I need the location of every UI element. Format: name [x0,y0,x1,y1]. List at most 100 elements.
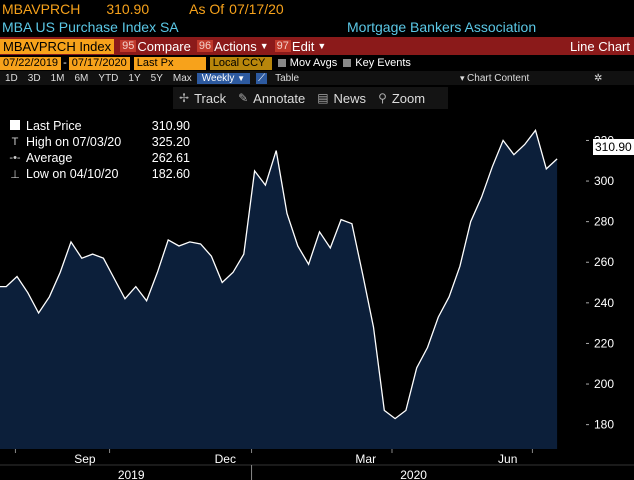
key-events-label: Key Events [355,57,411,69]
table-button[interactable]: Table [275,72,299,84]
period-bar: 1D 3D 1M 6M YTD 1Y 5Y Max Weekly ▼ ⟋ Tab… [0,71,634,85]
y-tick-label: 300 [594,174,614,188]
actions-key: 96 [196,40,214,52]
ticker-bar: MBAVPRCH 310.90 As Of 07/17/20 [0,0,634,18]
x-year-label: 2019 [118,468,145,480]
plot-area [0,128,558,450]
description-bar: MBA US Purchase Index SA Mortgage Banker… [0,18,634,36]
zoom-button[interactable]: ⚲ Zoom [372,91,431,106]
edit-menu[interactable]: 97 Edit ▼ [274,38,327,54]
x-tick-label: Sep [74,452,96,466]
annotate-label: Annotate [253,90,306,106]
period-5y[interactable]: 5Y [150,72,163,84]
gear-icon[interactable]: ✲ [594,72,603,84]
last-value-marker: 310.90 [593,139,634,155]
legend-low-value: 182.60 [151,167,190,181]
legend-high-label: High on 07/03/20 [26,135,122,149]
x-tick-label: Dec [215,452,236,466]
chart-type-label[interactable]: Line Chart [570,38,630,54]
chart-legend: Last Price 310.90 T High on 07/03/20 325… [4,118,190,182]
legend-high[interactable]: T High on 07/03/20 325.20 [4,134,190,150]
chevron-down-icon: ▼ [259,41,269,51]
mov-avgs-label: Mov Avgs [289,57,338,69]
area-fill [0,130,558,450]
frequency-label: Weekly [201,72,235,84]
high-marker-icon: T [11,136,19,148]
price-field-select[interactable]: Last Px [133,56,206,70]
legend-low[interactable]: ⊥ Low on 04/10/20 182.60 [4,166,190,182]
date-separator: - [63,57,67,69]
x-axis: Sep Dec Mar Jun 2019 2020 [0,449,634,480]
legend-last-price-value: 310.90 [151,119,190,133]
x-tick-label: Mar [355,452,376,466]
tool-group: ✢ Track ✎ Annotate ▤ News ⚲ Zoom [173,87,448,109]
chevron-down-icon: ▼ [237,73,246,83]
end-date-input[interactable]: 07/17/2020 [68,56,130,70]
mov-avgs-checkbox[interactable] [277,59,286,67]
caret-down-icon: ▾ [460,72,468,83]
tool-bar: ✢ Track ✎ Annotate ▤ News ⚲ Zoom [0,87,634,109]
as-of-label: As Of [189,1,225,17]
track-label: Track [194,90,227,106]
security-description: MBA US Purchase Index SA [2,19,179,35]
period-ytd[interactable]: YTD [98,72,119,84]
crosshair-icon: ✢ [179,91,190,105]
y-tick-label: 180 [594,418,614,432]
period-max[interactable]: Max [172,72,192,84]
average-marker-icon: -•- [9,152,21,164]
low-marker-icon: ⊥ [10,168,20,181]
last-value: 310.90 [106,1,150,17]
period-1m[interactable]: 1M [50,72,65,84]
chart-content-label: Chart Content [467,72,530,84]
news-button[interactable]: ▤ News [311,91,372,106]
y-axis: 180200220240260280300320 [586,133,614,432]
legend-last-price-label: Last Price [26,119,82,133]
legend-average[interactable]: -•- Average 262.61 [4,150,190,166]
frequency-select[interactable]: Weekly ▼ [196,72,251,84]
edit-key: 97 [274,40,291,52]
news-label: News [333,90,367,106]
legend-average-label: Average [26,151,73,165]
legend-low-label: Low on 04/10/20 [26,167,119,181]
white-square-icon [10,119,20,130]
y-tick-label: 240 [594,296,614,310]
period-6m[interactable]: 6M [74,72,89,84]
key-events-checkbox[interactable] [343,59,352,67]
annotate-button[interactable]: ✎ Annotate [232,91,311,106]
legend-high-value: 325.20 [151,135,190,149]
actions-menu[interactable]: 96 Actions ▼ [196,38,269,54]
security-field[interactable]: MBAVPRCH Index [0,38,115,54]
period-1y[interactable]: 1Y [128,72,141,84]
pencil-icon: ✎ [238,91,249,105]
zoom-label: Zoom [391,90,426,106]
chart-content-button[interactable]: ▾ Chart Content [460,73,529,84]
compare-button[interactable]: 95 Compare [120,39,191,54]
period-3d[interactable]: 3D [27,72,41,84]
currency-select[interactable]: Local CCY [209,56,272,70]
y-tick-label: 280 [594,215,614,229]
legend-average-value: 262.61 [151,151,190,165]
function-menu-bar: MBAVPRCH Index 95 Compare 96 Actions ▼ 9… [0,37,634,55]
series-line [0,128,558,420]
ticker-symbol: MBAVPRCH [2,1,81,17]
chart-edit-icon[interactable]: ⟋ [256,72,268,84]
news-icon: ▤ [317,91,329,105]
as-of-date: 07/17/20 [229,1,284,17]
edit-label: Edit [291,38,315,54]
period-1d[interactable]: 1D [5,72,18,84]
y-tick-label: 260 [594,255,614,269]
track-button[interactable]: ✢ Track [173,91,232,106]
y-tick-label: 200 [594,377,614,391]
y-tick-label: 220 [594,336,614,350]
x-tick-label: Jun [498,452,517,466]
date-range-bar: 07/22/2019 - 07/17/2020 Last Px Local CC… [0,56,634,70]
compare-label: Compare [137,38,191,54]
chevron-down-icon: ▼ [317,41,327,51]
data-source: Mortgage Bankers Association [347,19,537,35]
compare-key: 95 [120,40,137,52]
actions-label: Actions [214,38,257,54]
x-year-label: 2020 [400,468,427,480]
legend-last-price[interactable]: Last Price 310.90 [4,118,190,134]
x-axis-band [0,449,634,465]
start-date-input[interactable]: 07/22/2019 [0,56,62,70]
